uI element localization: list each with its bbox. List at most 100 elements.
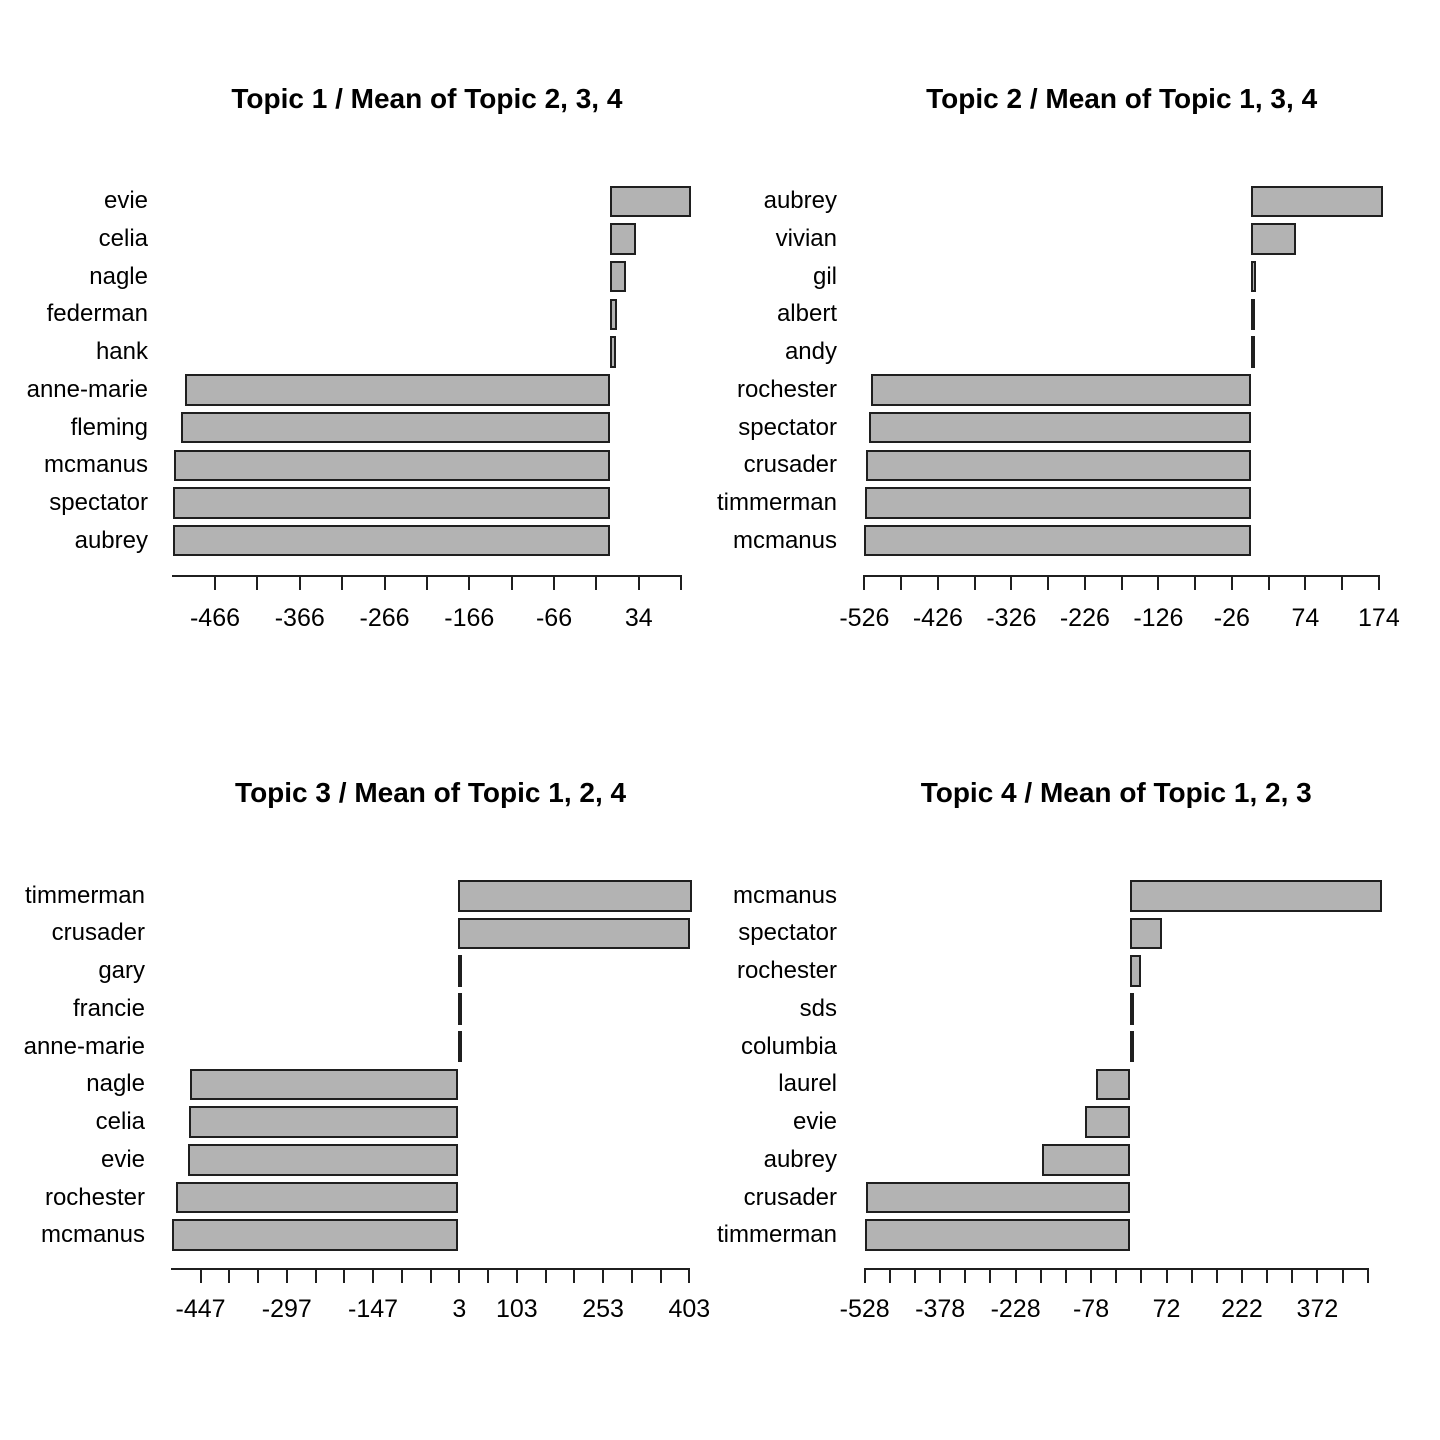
bar-timmerman <box>457 880 692 912</box>
category-label-rochester: rochester <box>736 957 837 985</box>
x-axis-tick <box>1115 1267 1118 1283</box>
panel-title: Topic 3 / Mean of Topic 1, 2, 4 <box>235 777 627 808</box>
x-axis-tick <box>595 575 598 590</box>
x-tick-label: -528 <box>839 1295 890 1323</box>
x-axis-tick <box>1215 1267 1218 1283</box>
bar-crusader <box>865 449 1251 482</box>
x-axis-tick <box>1039 1267 1042 1283</box>
x-tick-label: -228 <box>990 1295 1041 1323</box>
x-axis-tick <box>425 575 428 590</box>
x-tick-label: 72 <box>1152 1295 1181 1323</box>
category-label-sds: sds <box>799 994 837 1022</box>
bar-albert <box>1251 298 1256 331</box>
x-axis-tick <box>285 1267 288 1283</box>
x-tick-label: -366 <box>274 604 325 632</box>
bar-crusader <box>866 1181 1131 1214</box>
category-label-spectator: spectator <box>738 413 837 441</box>
x-axis-tick <box>573 1267 576 1283</box>
x-axis-tick <box>257 1267 260 1283</box>
category-label-francie: francie <box>72 994 145 1022</box>
category-label-anne-marie: anne-marie <box>26 375 148 403</box>
x-axis-tick <box>1366 1267 1369 1283</box>
bar-sds <box>1130 993 1135 1025</box>
x-axis-tick <box>1090 1267 1093 1283</box>
x-tick-label: 174 <box>1358 604 1400 632</box>
category-label-spectator: spectator <box>49 489 148 516</box>
bar-columbia <box>1130 1030 1135 1063</box>
category-label-gil: gil <box>812 262 837 290</box>
x-tick-label: 403 <box>668 1295 711 1323</box>
bar-evie <box>187 1144 458 1176</box>
category-label-crusader: crusader <box>51 919 145 947</box>
bar-celia <box>610 223 637 255</box>
x-axis-tick <box>298 575 301 590</box>
x-axis-tick <box>973 575 976 590</box>
x-axis-tick <box>1291 1267 1294 1283</box>
x-tick-label: -226 <box>1059 604 1110 632</box>
category-label-spectator: spectator <box>738 919 837 947</box>
category-label-timmerman: timmerman <box>716 489 837 516</box>
x-axis-tick <box>1194 575 1197 590</box>
bar-aubrey <box>1042 1144 1131 1176</box>
x-tick-label: -266 <box>359 604 410 632</box>
bar-mcmanus <box>174 449 610 482</box>
bar-rochester <box>871 374 1251 406</box>
category-label-nagle: nagle <box>86 1070 145 1098</box>
x-axis-tick <box>1230 575 1233 590</box>
category-label-rochester: rochester <box>44 1183 145 1211</box>
x-tick-label: -166 <box>444 604 495 632</box>
category-label-timmerman: timmerman <box>716 1221 837 1249</box>
x-tick-label: 74 <box>1291 604 1320 632</box>
x-tick-label: -466 <box>189 604 241 632</box>
x-axis-tick <box>1377 575 1380 590</box>
x-axis-tick <box>199 1267 202 1283</box>
x-axis-tick <box>989 1267 992 1283</box>
panel-title: Topic 2 / Mean of Topic 1, 3, 4 <box>926 83 1318 114</box>
x-axis-tick <box>630 1267 633 1283</box>
bar-laurel <box>1095 1068 1131 1101</box>
x-axis-tick <box>1267 575 1270 590</box>
x-axis-tick <box>863 1267 866 1283</box>
bar-vivian <box>1251 223 1296 255</box>
bar-anne-marie <box>457 1030 462 1063</box>
x-tick-label: -526 <box>839 604 890 632</box>
bar-spectator <box>173 487 610 519</box>
x-axis-tick <box>1240 1267 1243 1283</box>
x-axis-tick <box>1157 575 1160 590</box>
bar-rochester <box>175 1181 458 1214</box>
bar-spectator <box>868 411 1251 444</box>
x-axis-tick <box>510 575 513 590</box>
bar-aubrey <box>172 524 610 557</box>
bar-andy <box>1251 336 1255 368</box>
category-label-laurel: laurel <box>778 1070 837 1098</box>
x-tick-label: -326 <box>986 604 1037 632</box>
bar-evie <box>610 185 691 217</box>
x-tick-label: -26 <box>1213 604 1250 632</box>
bar-timmerman <box>864 1219 1131 1251</box>
x-axis-tick <box>341 575 344 590</box>
bar-federman <box>610 298 617 331</box>
x-axis-tick <box>400 1267 403 1283</box>
x-axis-tick <box>1010 575 1013 590</box>
x-axis-tick <box>1341 575 1344 590</box>
x-axis-tick <box>914 1267 917 1283</box>
bar-spectator <box>1130 917 1163 950</box>
x-axis-tick <box>964 1267 967 1283</box>
x-tick-label: -426 <box>912 604 963 632</box>
x-tick-label: -297 <box>261 1295 312 1323</box>
bar-gary <box>457 955 463 987</box>
category-label-evie: evie <box>100 1145 145 1173</box>
category-label-anne-marie: anne-marie <box>23 1032 145 1060</box>
category-label-aubrey: aubrey <box>763 1145 837 1173</box>
x-axis-tick <box>688 1267 691 1283</box>
x-axis-tick <box>1014 1267 1017 1283</box>
x-axis-tick <box>659 1267 662 1283</box>
bar-nagle <box>610 260 627 293</box>
category-label-celia: celia <box>95 1108 145 1136</box>
category-label-mcmanus: mcmanus <box>732 881 837 909</box>
x-axis-tick <box>1304 575 1307 590</box>
x-axis-tick <box>602 1267 605 1283</box>
panel-title: Topic 1 / Mean of Topic 2, 3, 4 <box>231 83 623 114</box>
x-axis-tick <box>343 1267 346 1283</box>
